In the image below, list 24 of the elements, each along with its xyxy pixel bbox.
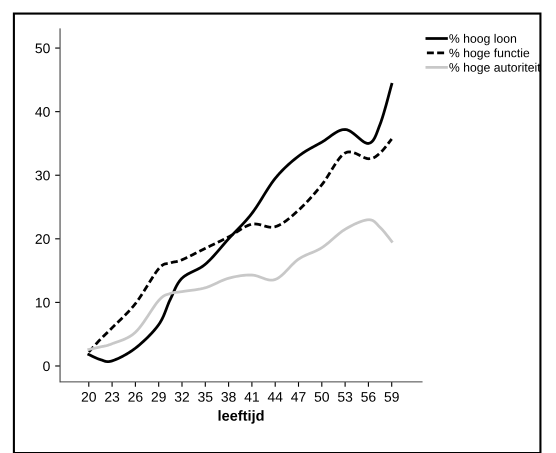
legend-label: % hoog loon: [449, 34, 516, 46]
y-tick-label: 40: [35, 106, 50, 117]
legend-label: % hoge autoriteit: [449, 62, 541, 74]
legend-label: % hoge functie: [449, 48, 530, 60]
x-tick-label: 53: [338, 392, 352, 402]
x-tick-label: 26: [128, 392, 143, 402]
x-tick-label: 44: [268, 392, 283, 402]
y-tick-label: 10: [36, 298, 50, 308]
x-tick-label: 47: [291, 392, 306, 402]
y-tick-label: 50: [35, 43, 50, 54]
x-tick-label: 38: [221, 392, 236, 402]
x-tick-label: 35: [198, 392, 212, 402]
x-tick-label: 23: [105, 392, 120, 402]
x-tick-label: 59: [384, 392, 399, 402]
x-tick-label: 56: [361, 392, 376, 402]
x-tick-label: 29: [152, 392, 166, 402]
x-tick-label: 20: [82, 392, 96, 402]
x-tick-label: 41: [244, 392, 259, 402]
y-tick-label: 20: [36, 234, 50, 244]
y-tick-label: 30: [35, 170, 50, 180]
x-tick-label: 50: [314, 392, 329, 402]
x-axis-title: leeftijd: [218, 410, 264, 424]
x-tick-label: 32: [174, 392, 190, 402]
y-tick-label: 0: [43, 361, 50, 372]
